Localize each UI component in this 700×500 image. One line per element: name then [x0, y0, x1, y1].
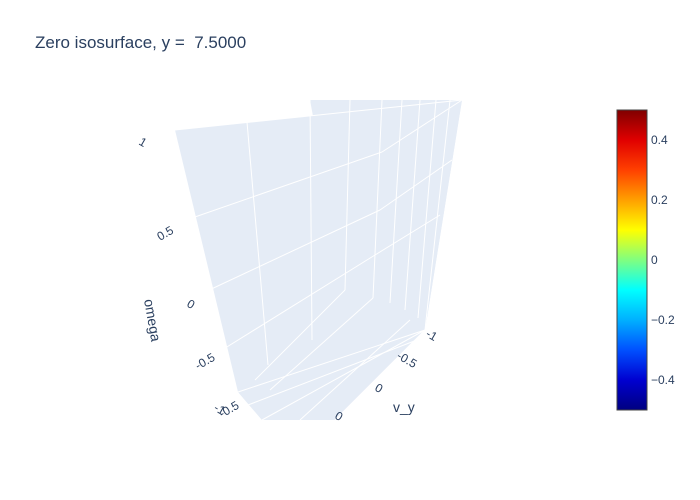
colorbar-gradient — [616, 109, 648, 411]
colorbar-tick-label: 0.4 — [651, 133, 668, 147]
z-axis-title: omega — [141, 298, 164, 343]
z-tick: 0 — [185, 296, 198, 312]
z-tick: 0.5 — [155, 223, 177, 244]
colorbar-tick-label: −0.2 — [651, 313, 675, 327]
z-tick: 1 — [137, 134, 150, 150]
y-tick: -1 — [424, 326, 441, 344]
grid-lines — [174, 99, 463, 421]
chart-title: Zero isosurface, y = 7.5000 — [35, 33, 247, 52]
colorbar-ticks: 0.4 0.2 0 −0.2 −0.4 — [651, 133, 675, 387]
colorbar-tick-label: −0.4 — [651, 373, 675, 387]
y-tick: 0 — [373, 380, 386, 396]
scene[interactable] — [174, 99, 463, 421]
colorbar-tick-label: 0.2 — [651, 193, 668, 207]
z-tick: -0.5 — [193, 350, 218, 373]
colorbar-tick-label: 0 — [651, 253, 658, 267]
floor-pane-front — [238, 330, 425, 420]
colorbar[interactable]: 0.4 0.2 0 −0.2 −0.4 — [616, 109, 675, 411]
y-axis-title: v_y — [393, 399, 415, 415]
